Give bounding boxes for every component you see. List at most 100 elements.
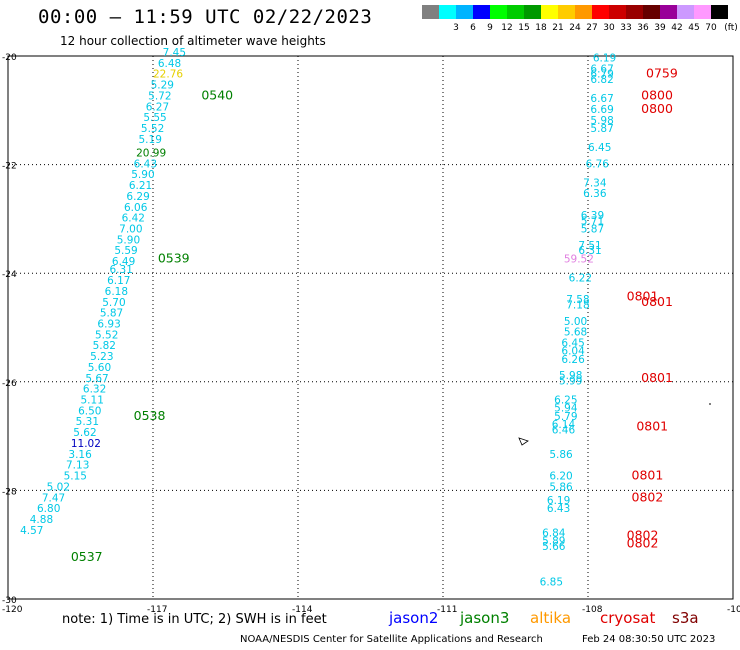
longitude-tick-label: -105 xyxy=(727,605,740,615)
wave-height-value: 6.43 xyxy=(134,158,157,170)
wave-height-value: 6.19 xyxy=(593,52,616,64)
pass-time-label: 0802 xyxy=(627,527,659,542)
pass-time-label: 0540 xyxy=(201,87,233,102)
legend-label: 12 xyxy=(501,23,513,33)
wave-height-value: 6.67 xyxy=(590,63,613,75)
wave-height-value: 6.79 xyxy=(590,69,613,81)
wave-height-value: 6.82 xyxy=(590,74,613,86)
wave-height-value: 5.23 xyxy=(90,351,113,363)
legend-swatch xyxy=(439,5,456,19)
pass-time-label: 0801 xyxy=(627,288,659,303)
pass-time-label: 0800 xyxy=(641,87,673,102)
wave-height-value: 5.60 xyxy=(88,362,111,374)
legend-swatch xyxy=(643,5,660,19)
legend-swatch xyxy=(422,5,439,19)
wave-height-value: 5.94 xyxy=(554,403,578,415)
legend-label: 18 xyxy=(535,23,547,33)
pass-time-label: 0539 xyxy=(158,250,190,265)
longitude-tick-label: -117 xyxy=(147,605,167,615)
wave-height-value: 6.31 xyxy=(578,245,601,257)
wave-height-value: 5.68 xyxy=(564,327,587,339)
wave-height-value: 6.69 xyxy=(590,104,613,116)
longitude-tick-label: -120 xyxy=(2,605,23,615)
wave-height-value: 5.59 xyxy=(114,245,137,257)
wave-height-value: 5.55 xyxy=(143,112,166,124)
latitude-tick-label: -24 xyxy=(2,270,17,280)
satellite-name: jason2 xyxy=(389,609,439,627)
wave-height-value: 7.00 xyxy=(119,223,142,235)
wave-height-value: 7.51 xyxy=(578,240,601,252)
wave-height-value: 5.79 xyxy=(554,411,577,423)
wave-height-value: 5.02 xyxy=(47,481,70,493)
wave-height-value: 7.34 xyxy=(583,177,607,189)
pass-time-label: 0538 xyxy=(134,408,166,423)
wave-height-value: 6.45 xyxy=(588,142,611,154)
satellite-name: jason3 xyxy=(460,609,510,627)
wave-height-value: 7.58 xyxy=(566,294,589,306)
pass-time-label: 0801 xyxy=(641,294,673,309)
wave-height-value: 6.48 xyxy=(158,58,181,70)
wave-height-value: 3.16 xyxy=(68,449,92,461)
wave-height-value: 6.42 xyxy=(122,213,145,225)
wave-height-value: 5.70 xyxy=(102,297,125,309)
wave-height-value: 6.18 xyxy=(105,286,128,298)
pass-time-label: 0802 xyxy=(632,489,664,504)
wave-height-value: 6.21 xyxy=(129,180,152,192)
legend-label: 9 xyxy=(487,23,493,33)
wave-height-value: 5.89 xyxy=(542,536,565,548)
legend-swatch xyxy=(677,5,694,19)
legend-label: 30 xyxy=(603,23,615,33)
legend-label: 36 xyxy=(637,23,649,33)
wave-height-value: 5.29 xyxy=(151,80,174,92)
legend-unit: (ft) xyxy=(724,23,738,33)
legend-swatch xyxy=(473,5,490,19)
wave-height-value: 6.49 xyxy=(112,256,135,268)
wave-height-value: 5.90 xyxy=(117,234,140,246)
wave-height-value: 22.76 xyxy=(153,69,183,81)
latitude-tick-label: -30 xyxy=(2,596,17,606)
wave-height-value: 5.87 xyxy=(581,223,604,235)
longitude-tick-label: -114 xyxy=(292,605,313,615)
wave-height-value: 5.72 xyxy=(148,90,171,102)
map-frame xyxy=(7,55,734,600)
latitude-tick-label: -28 xyxy=(2,487,17,497)
legend-label: 21 xyxy=(552,23,564,33)
legend-label: 33 xyxy=(620,23,632,33)
wave-height-value: 5.52 xyxy=(95,329,118,341)
longitude-tick-label: -108 xyxy=(582,605,603,615)
legend-swatch xyxy=(524,5,541,19)
wave-height-value: 7.45 xyxy=(163,47,186,59)
legend-label: 6 xyxy=(470,23,476,33)
wave-height-value: 5.87 xyxy=(100,308,123,320)
color-legend xyxy=(422,5,728,19)
island-outline xyxy=(518,437,529,446)
legend-swatch xyxy=(456,5,473,19)
pass-time-label: 0759 xyxy=(646,66,678,81)
wave-height-value: 6.32 xyxy=(83,384,106,396)
legend-label: 45 xyxy=(688,23,700,33)
wave-height-value: 6.26 xyxy=(561,354,585,366)
wave-height-value: 6.29 xyxy=(126,191,149,203)
wave-height-value: 6.31 xyxy=(110,264,133,276)
legend-swatch xyxy=(558,5,575,19)
legend-swatch xyxy=(490,5,507,19)
legend-label: 42 xyxy=(671,23,683,33)
wave-height-value: 5.67 xyxy=(85,373,108,385)
satellite-name: s3a xyxy=(672,609,699,627)
wave-height-value: 5.31 xyxy=(76,416,99,428)
latitude-tick-label: -20 xyxy=(2,53,17,63)
wave-height-value: 5.98 xyxy=(559,370,582,382)
wave-height-value: 5.90 xyxy=(131,169,154,181)
wave-height-value: 5.87 xyxy=(590,123,613,135)
legend-label: 3 xyxy=(453,23,459,33)
wave-height-value: 7.47 xyxy=(42,492,65,504)
pass-time-label: 0801 xyxy=(641,370,673,385)
wave-height-value: 11.02 xyxy=(71,438,101,450)
wave-height-value: 6.84 xyxy=(542,528,566,540)
pass-time-label: 0800 xyxy=(641,101,673,116)
wave-height-value: 59.52 xyxy=(564,253,594,265)
wave-height-value: 7.13 xyxy=(66,460,89,472)
wave-height-value: 6.39 xyxy=(581,210,604,222)
wave-height-value: 6.85 xyxy=(540,576,563,588)
wave-height-value: 5.82 xyxy=(93,340,116,352)
